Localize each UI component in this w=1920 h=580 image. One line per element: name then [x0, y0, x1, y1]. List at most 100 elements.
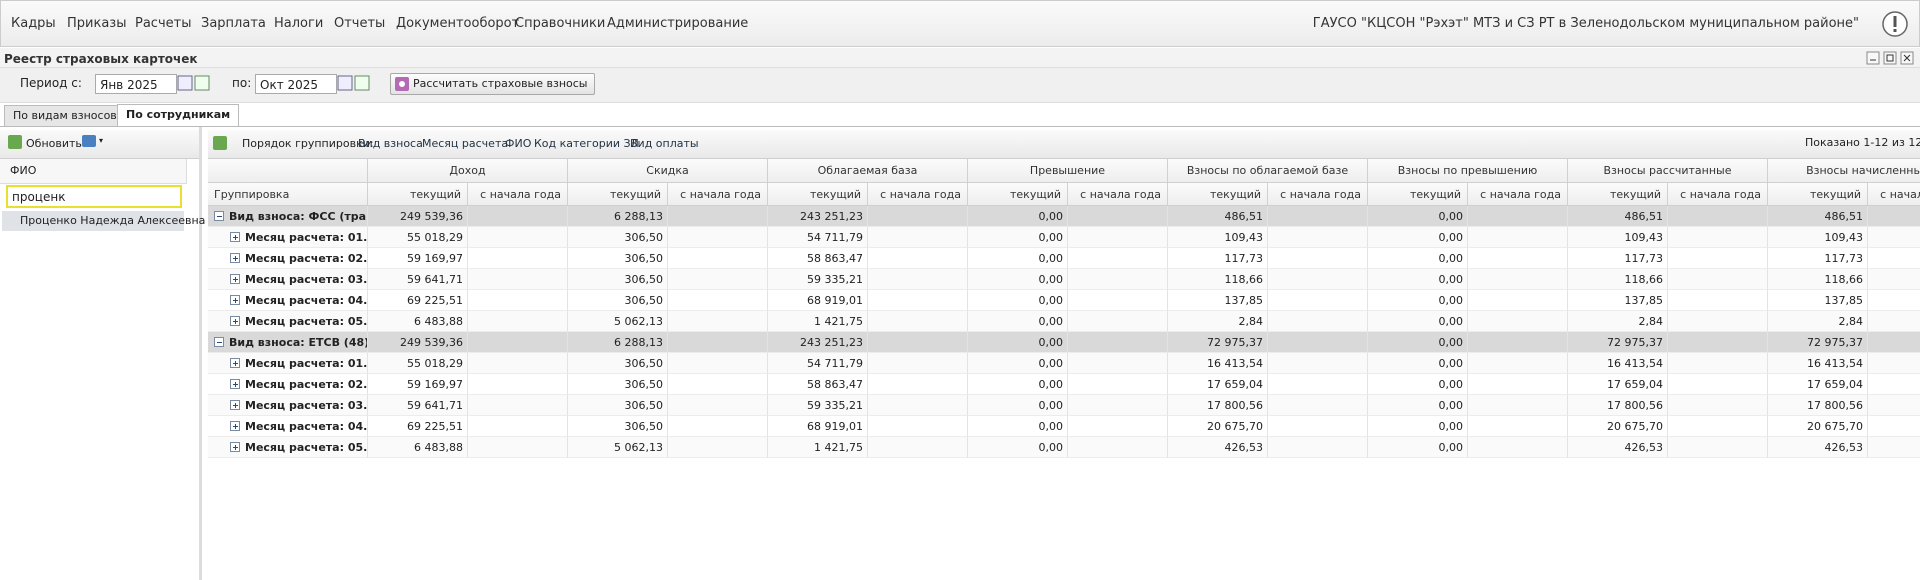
empty-cell: [668, 353, 768, 374]
empty-cell: [1668, 248, 1768, 269]
value-cell: 0,00: [1368, 416, 1468, 437]
row-label-text: Месяц расчета: 01...: [245, 231, 368, 244]
empty-cell: [1668, 332, 1768, 353]
grid-refresh-icon[interactable]: [213, 136, 227, 150]
row-label[interactable]: Месяц расчета: 03...: [208, 269, 368, 290]
grouping-option[interactable]: Вид оплаты: [630, 137, 699, 150]
value-cell: 137,85: [1568, 290, 1668, 311]
sub-header: с начала года: [1068, 183, 1168, 206]
menu-item[interactable]: Зарплата: [201, 16, 266, 31]
search-input[interactable]: проценк: [6, 185, 182, 208]
row-label[interactable]: Месяц расчета: 01...: [208, 353, 368, 374]
row-label[interactable]: Месяц расчета: 02...: [208, 248, 368, 269]
expander[interactable]: [230, 400, 240, 410]
row-label-text: Месяц расчета: 03...: [245, 399, 368, 412]
row-label[interactable]: Месяц расчета: 01...: [208, 227, 368, 248]
empty-cell: [1468, 374, 1568, 395]
row-label[interactable]: Месяц расчета: 05...: [208, 437, 368, 458]
empty-cell: [1868, 332, 1920, 353]
value-cell: 6 288,13: [568, 206, 668, 227]
row-label[interactable]: Месяц расчета: 05...: [208, 311, 368, 332]
export-icon[interactable]: [82, 135, 96, 147]
empty-cell: [1868, 374, 1920, 395]
tab[interactable]: По видам взносов: [4, 105, 126, 126]
menu-item[interactable]: Налоги: [274, 16, 324, 31]
expander[interactable]: [230, 421, 240, 431]
tab[interactable]: По сотрудникам: [117, 104, 240, 126]
empty-cell: [1468, 290, 1568, 311]
empty-cell: [1268, 332, 1368, 353]
menu-item[interactable]: Администрирование: [607, 16, 749, 31]
menu-item[interactable]: Приказы: [67, 16, 127, 31]
period-from-pickers[interactable]: [177, 74, 211, 94]
empty-cell: [468, 311, 568, 332]
row-label-text: Вид взноса: ФСС (тра...: [229, 210, 368, 223]
empty-cell: [1268, 227, 1368, 248]
value-cell: 69 225,51: [368, 416, 468, 437]
tab-divider: [0, 126, 1920, 127]
row-label[interactable]: Месяц расчета: 02...: [208, 374, 368, 395]
expander[interactable]: [230, 253, 240, 263]
empty-cell: [1468, 416, 1568, 437]
value-cell: 58 863,47: [768, 374, 868, 395]
row-label-text: Месяц расчета: 04...: [245, 420, 368, 433]
empty-cell: [1268, 248, 1368, 269]
sub-header: с начала года: [668, 183, 768, 206]
empty-cell: [1068, 248, 1168, 269]
expander[interactable]: [214, 211, 224, 221]
grouping-option[interactable]: ФИО: [505, 137, 532, 150]
row-label[interactable]: Месяц расчета: 04...: [208, 416, 368, 437]
expander[interactable]: [230, 316, 240, 326]
expander[interactable]: [230, 358, 240, 368]
empty-cell: [668, 332, 768, 353]
empty-cell: [468, 395, 568, 416]
expander[interactable]: [230, 379, 240, 389]
menu-item[interactable]: Справочники: [515, 16, 606, 31]
employee-item[interactable]: Проценко Надежда Алексеевна: [2, 211, 205, 231]
expander[interactable]: [230, 274, 240, 284]
row-label[interactable]: Месяц расчета: 03...: [208, 395, 368, 416]
value-cell: 2,84: [1168, 311, 1268, 332]
value-cell: 17 800,56: [1568, 395, 1668, 416]
menu-item[interactable]: Расчеты: [135, 16, 192, 31]
period-to-pickers[interactable]: [337, 74, 371, 94]
empty-cell: [1468, 437, 1568, 458]
group-row-label[interactable]: Вид взноса: ЕТСВ (48): [208, 332, 368, 353]
value-cell: 59 169,97: [368, 248, 468, 269]
refresh-button[interactable]: Обновить: [26, 137, 82, 150]
value-cell: 109,43: [1168, 227, 1268, 248]
menu-item[interactable]: Кадры: [11, 16, 56, 31]
value-cell: 0,00: [1368, 395, 1468, 416]
value-cell: 0,00: [1368, 353, 1468, 374]
grouping-option[interactable]: Код категории ЗЛ: [534, 137, 639, 150]
row-label[interactable]: Месяц расчета: 04...: [208, 290, 368, 311]
value-cell: 55 018,29: [368, 227, 468, 248]
menu-item[interactable]: Документооборот: [396, 16, 520, 31]
employee-panel: Обновить ▾ ФИО проценк Проценко Надежда …: [0, 127, 205, 580]
grouping-option[interactable]: Вид взноса: [358, 137, 423, 150]
window-controls[interactable]: [1866, 51, 1916, 65]
value-cell: 306,50: [568, 374, 668, 395]
expander[interactable]: [230, 295, 240, 305]
empty-cell: [1668, 290, 1768, 311]
value-cell: 0,00: [1368, 437, 1468, 458]
expander[interactable]: [230, 232, 240, 242]
value-cell: 59 169,97: [368, 374, 468, 395]
calc-button[interactable]: Рассчитать страховые взносы: [390, 73, 595, 95]
empty-cell: [468, 227, 568, 248]
group-row-label[interactable]: Вид взноса: ФСС (тра...: [208, 206, 368, 227]
period-from-input[interactable]: Янв 2025: [95, 74, 177, 94]
period-to-input[interactable]: Окт 2025: [255, 74, 337, 94]
alert-icon[interactable]: [1881, 10, 1909, 38]
value-cell: 306,50: [568, 395, 668, 416]
empty-cell: [468, 269, 568, 290]
expander[interactable]: [214, 337, 224, 347]
value-cell: 72 975,37: [1768, 332, 1868, 353]
value-cell: 72 975,37: [1568, 332, 1668, 353]
grouping-option[interactable]: Месяц расчета: [422, 137, 509, 150]
menu-item[interactable]: Отчеты: [334, 16, 386, 31]
value-cell: 68 919,01: [768, 290, 868, 311]
expander[interactable]: [230, 442, 240, 452]
export-arrow[interactable]: ▾: [99, 136, 104, 145]
